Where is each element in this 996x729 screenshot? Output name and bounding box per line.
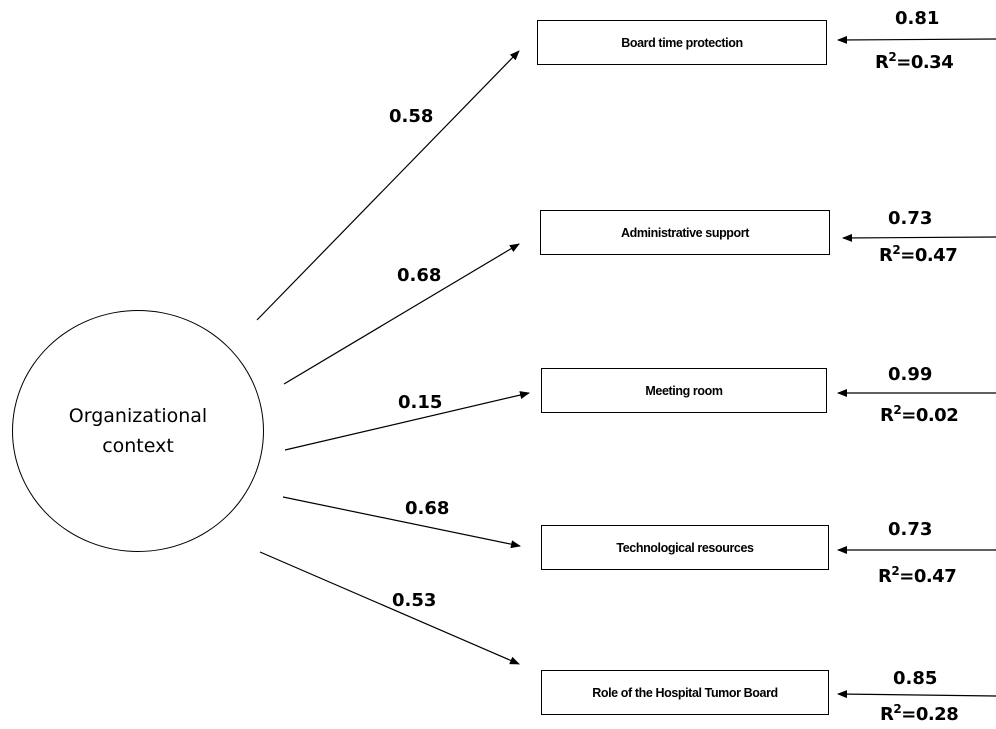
error-variance-value: 0.81 [895, 8, 940, 29]
error-variance-value: 0.99 [888, 364, 933, 385]
loading-arrow-4 [282, 496, 521, 549]
indicator-box-board-time-protection: Board time protection [537, 20, 827, 65]
loading-value: 0.15 [398, 392, 443, 413]
indicator-box-role-of-hospital-tumor-board: Role of the Hospital Tumor Board [541, 670, 829, 715]
indicator-label: Technological resources [616, 540, 754, 555]
loading-value: 0.58 [389, 106, 434, 127]
loading-arrow-2 [283, 243, 520, 385]
error-variance-value: 0.73 [888, 519, 933, 540]
r-squared-value: R2=0.28 [880, 702, 959, 725]
error-variance-value: 0.85 [893, 668, 938, 689]
loading-value: 0.68 [397, 265, 442, 286]
loading-value: 0.53 [392, 590, 437, 611]
latent-construct-circle: Organizational context [12, 310, 264, 552]
error-arrow-5 [837, 690, 996, 699]
indicator-label: Meeting room [645, 383, 723, 398]
loading-arrow-3 [284, 391, 530, 451]
error-arrow-1 [837, 35, 996, 44]
indicator-box-administrative-support: Administrative support [540, 210, 830, 255]
latent-label: Organizational context [68, 405, 208, 457]
loading-arrow-5 [259, 551, 520, 665]
indicator-box-meeting-room: Meeting room [541, 368, 827, 413]
indicator-label: Administrative support [620, 225, 750, 240]
r-squared-value: R2=0.47 [878, 564, 957, 587]
indicator-label: Role of the Hospital Tumor Board [592, 685, 778, 700]
loading-value: 0.68 [405, 498, 450, 519]
loading-arrow-1 [256, 50, 520, 321]
r-squared-value: R2=0.02 [880, 403, 959, 426]
error-arrow-2 [842, 233, 996, 242]
indicator-label: Board time protection [621, 35, 743, 50]
error-variance-value: 0.73 [888, 208, 933, 229]
indicator-box-technological-resources: Technological resources [541, 525, 829, 570]
r-squared-value: R2=0.34 [875, 50, 954, 73]
r-squared-value: R2=0.47 [879, 243, 958, 266]
